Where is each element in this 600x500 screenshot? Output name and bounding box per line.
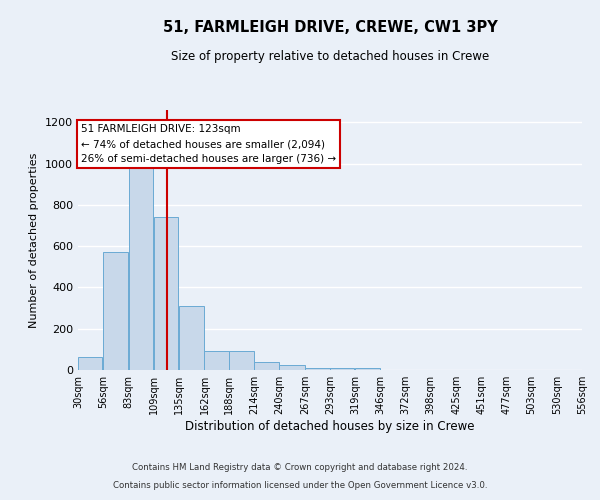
Bar (355, 368, 380, 370)
Text: Contains public sector information licensed under the Open Government Licence v3: Contains public sector information licen… (113, 481, 487, 490)
Bar (129, 164, 153, 370)
Bar (330, 368, 355, 370)
Bar (78, 356, 103, 370)
Bar (254, 362, 279, 370)
Y-axis label: Number of detached properties: Number of detached properties (29, 152, 40, 328)
Bar (154, 218, 178, 370)
Text: 51, FARMLEIGH DRIVE, CREWE, CW1 3PY: 51, FARMLEIGH DRIVE, CREWE, CW1 3PY (163, 20, 497, 35)
Bar (179, 306, 204, 370)
Bar (305, 368, 329, 370)
Bar (103, 252, 128, 370)
Text: 51 FARMLEIGH DRIVE: 123sqm
← 74% of detached houses are smaller (2,094)
26% of s: 51 FARMLEIGH DRIVE: 123sqm ← 74% of deta… (81, 124, 336, 164)
Bar (205, 351, 229, 370)
Bar (229, 351, 254, 370)
Text: Size of property relative to detached houses in Crewe: Size of property relative to detached ho… (171, 50, 489, 63)
X-axis label: Distribution of detached houses by size in Crewe: Distribution of detached houses by size … (185, 420, 475, 433)
Text: Contains HM Land Registry data © Crown copyright and database right 2024.: Contains HM Land Registry data © Crown c… (132, 464, 468, 472)
Bar (279, 365, 305, 370)
